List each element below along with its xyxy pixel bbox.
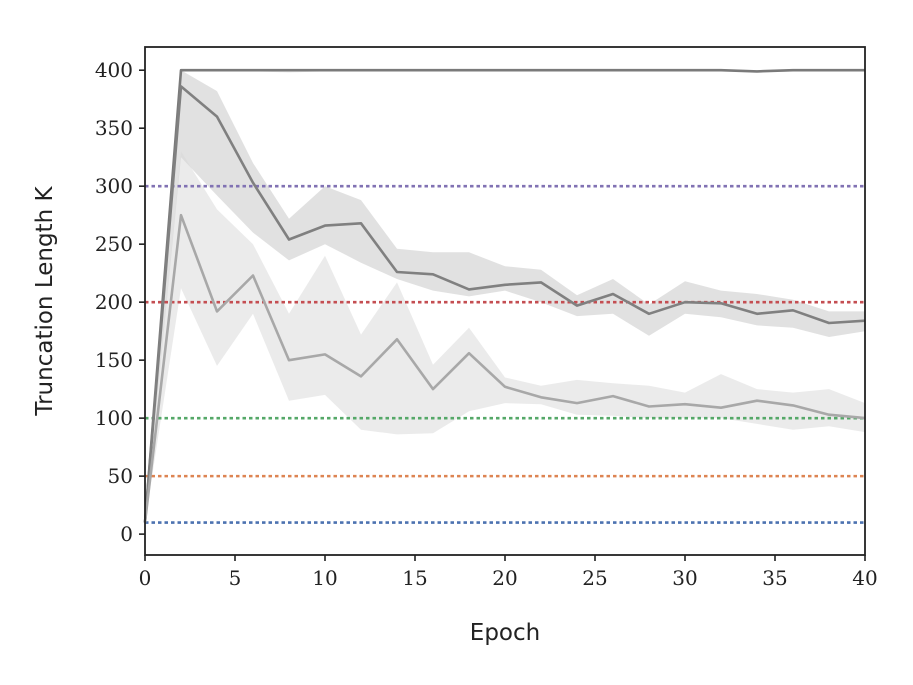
y-tick-label: 150 (95, 348, 133, 372)
series-line-2 (143, 85, 866, 523)
x-tick-label: 25 (582, 566, 607, 590)
series-line-1 (143, 68, 865, 523)
series-line-3 (143, 213, 866, 523)
x-axis: 0 5 10 15 20 25 30 35 40 (139, 555, 878, 590)
y-tick-label: 250 (95, 232, 133, 256)
y-axis: 0 50 100 150 200 250 300 350 400 (95, 58, 145, 546)
x-tick-label: 15 (402, 566, 427, 590)
y-tick-label: 350 (95, 116, 133, 140)
y-tick-label: 50 (108, 464, 133, 488)
x-tick-label: 35 (762, 566, 787, 590)
y-tick-label: 200 (95, 290, 133, 314)
y-tick-label: 0 (120, 522, 133, 546)
reference-lines (145, 184, 865, 524)
x-axis-label: Epoch (470, 620, 540, 646)
x-tick-label: 5 (229, 566, 242, 590)
y-tick-label: 100 (95, 406, 133, 430)
x-tick-label: 10 (312, 566, 337, 590)
x-tick-label: 30 (672, 566, 697, 590)
x-tick-label: 40 (852, 566, 877, 590)
y-tick-label: 300 (95, 174, 133, 198)
y-tick-label: 400 (95, 58, 133, 82)
y-axis-label: Truncation Length K (32, 186, 58, 417)
x-tick-label: 0 (139, 566, 152, 590)
x-tick-label: 20 (492, 566, 517, 590)
confidence-band-3 (145, 151, 865, 523)
series-lines (143, 68, 866, 523)
